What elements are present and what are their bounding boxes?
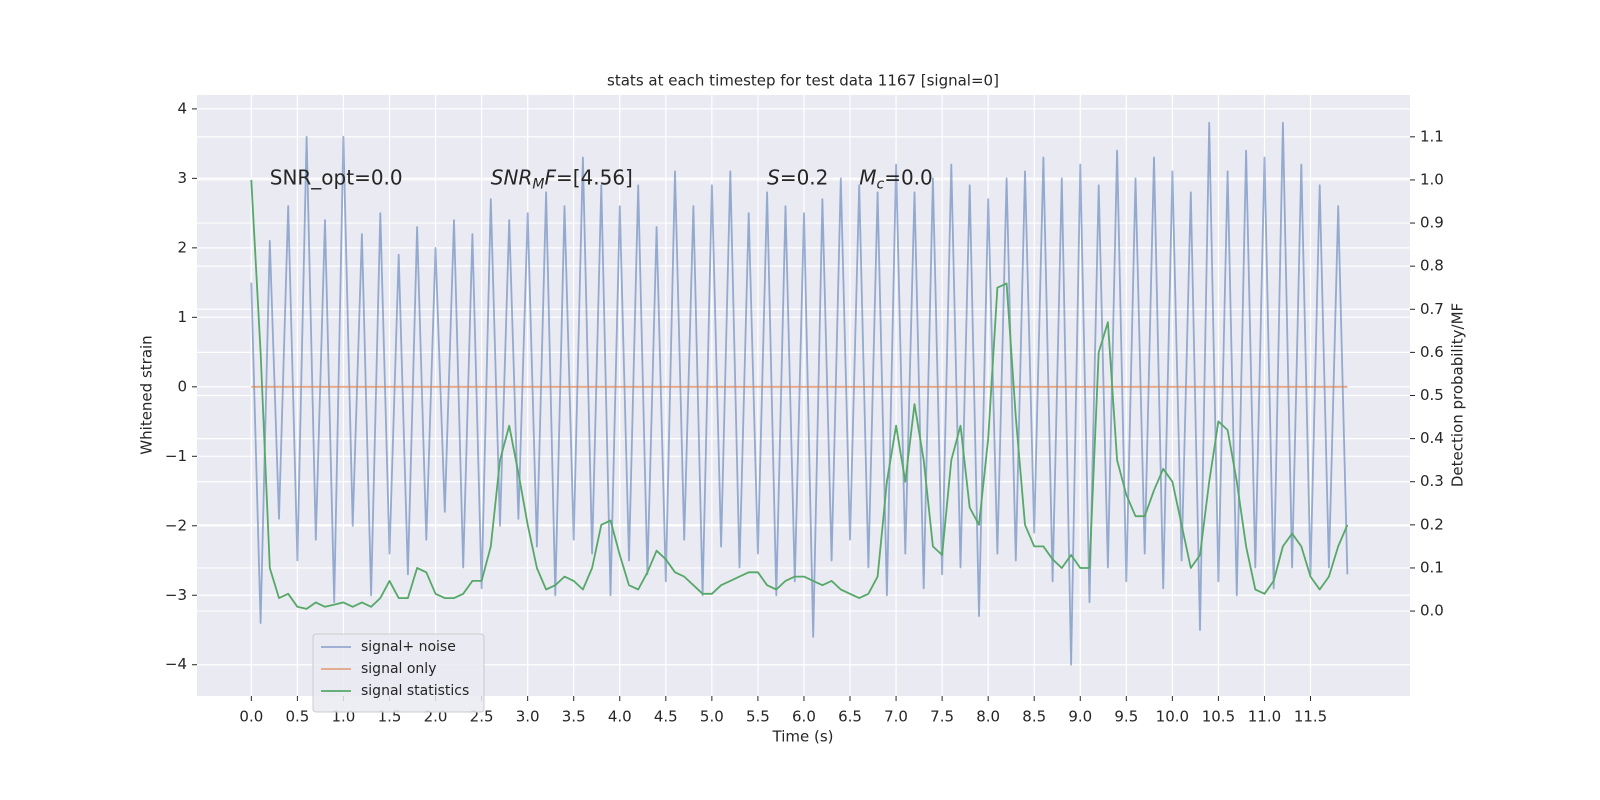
x-tick-label: 11.5 <box>1294 708 1327 726</box>
y2-tick-label: 0.1 <box>1420 558 1444 576</box>
y2-tick-label: 0.5 <box>1420 386 1444 404</box>
x-tick-label: 6.5 <box>838 708 862 726</box>
y2-tick-label: 0.9 <box>1420 214 1444 232</box>
x-tick-label: 10.0 <box>1156 708 1189 726</box>
y2-tick-label: 0.6 <box>1420 343 1444 361</box>
x-tick-label: 0.5 <box>285 708 309 726</box>
y2-tick-label: 0.4 <box>1420 429 1444 447</box>
x-tick-label: 9.0 <box>1068 708 1092 726</box>
x-tick-label: 4.0 <box>608 708 632 726</box>
y-tick-label: 4 <box>177 99 187 117</box>
legend-label: signal statistics <box>361 683 469 699</box>
series-line <box>250 179 1349 610</box>
annotation-part: SNR_opt=0.0 <box>270 165 403 189</box>
chart-title: stats at each timestep for test data 116… <box>607 72 999 90</box>
y-tick-label: 0 <box>177 377 187 395</box>
y2-tick-label: 0.2 <box>1420 515 1444 533</box>
annotation: SNR_opt=0.0 <box>270 165 403 189</box>
y2-tick-label: 0.8 <box>1420 257 1444 275</box>
annotation-part: M <box>859 165 876 189</box>
annotation: S=0.2 <box>767 165 828 189</box>
x-tick-label: 8.0 <box>976 708 1000 726</box>
annotation-part: =0.2 <box>780 165 829 189</box>
series-line <box>250 121 1349 666</box>
legend-label: signal+ noise <box>361 639 456 655</box>
annotation-part: SNR <box>491 165 533 189</box>
y2-tick-label: 1.0 <box>1420 170 1444 188</box>
x-axis-label: Time (s) <box>772 728 834 746</box>
legend-label: signal only <box>361 661 436 677</box>
y-tick-label: −4 <box>165 655 187 673</box>
y2-tick-label: 0.3 <box>1420 472 1444 490</box>
annotation-part: F <box>544 165 556 189</box>
y-axis-label: Whitened strain <box>138 335 156 454</box>
y-tick-label: −1 <box>165 447 187 465</box>
x-tick-label: 7.5 <box>930 708 954 726</box>
x-tick-label: 6.0 <box>792 708 816 726</box>
annotation-part: M <box>532 176 544 192</box>
x-tick-label: 4.5 <box>654 708 678 726</box>
annotation-part: =[4.56] <box>556 165 633 189</box>
annotation: SNRMF=[4.56] <box>491 165 633 193</box>
y-tick-label: 3 <box>177 169 187 187</box>
y2-tick-label: 1.1 <box>1420 127 1444 145</box>
x-tick-label: 7.0 <box>884 708 908 726</box>
y2-axis-label: Detection probability/MF <box>1449 303 1467 487</box>
x-tick-label: 11.0 <box>1248 708 1281 726</box>
x-tick-label: 0.0 <box>239 708 263 726</box>
y-tick-label: −3 <box>165 586 187 604</box>
annotation-part: c <box>876 176 884 192</box>
y2-tick-label: 0.0 <box>1420 602 1444 620</box>
annotation-part: =0.0 <box>884 165 933 189</box>
y-tick-label: 2 <box>177 238 187 256</box>
x-tick-label: 5.5 <box>746 708 770 726</box>
y-tick-label: −2 <box>165 516 187 534</box>
x-tick-label: 8.5 <box>1022 708 1046 726</box>
x-tick-label: 3.0 <box>516 708 540 726</box>
x-tick-label: 3.5 <box>562 708 586 726</box>
y-tick-label: 1 <box>177 308 187 326</box>
x-tick-label: 5.0 <box>700 708 724 726</box>
legend-box <box>312 633 485 713</box>
x-tick-label: 9.5 <box>1114 708 1138 726</box>
y2-tick-label: 0.7 <box>1420 300 1444 318</box>
annotation-part: S <box>767 165 780 189</box>
annotation: Mc=0.0 <box>859 165 933 193</box>
x-tick-label: 10.5 <box>1202 708 1235 726</box>
